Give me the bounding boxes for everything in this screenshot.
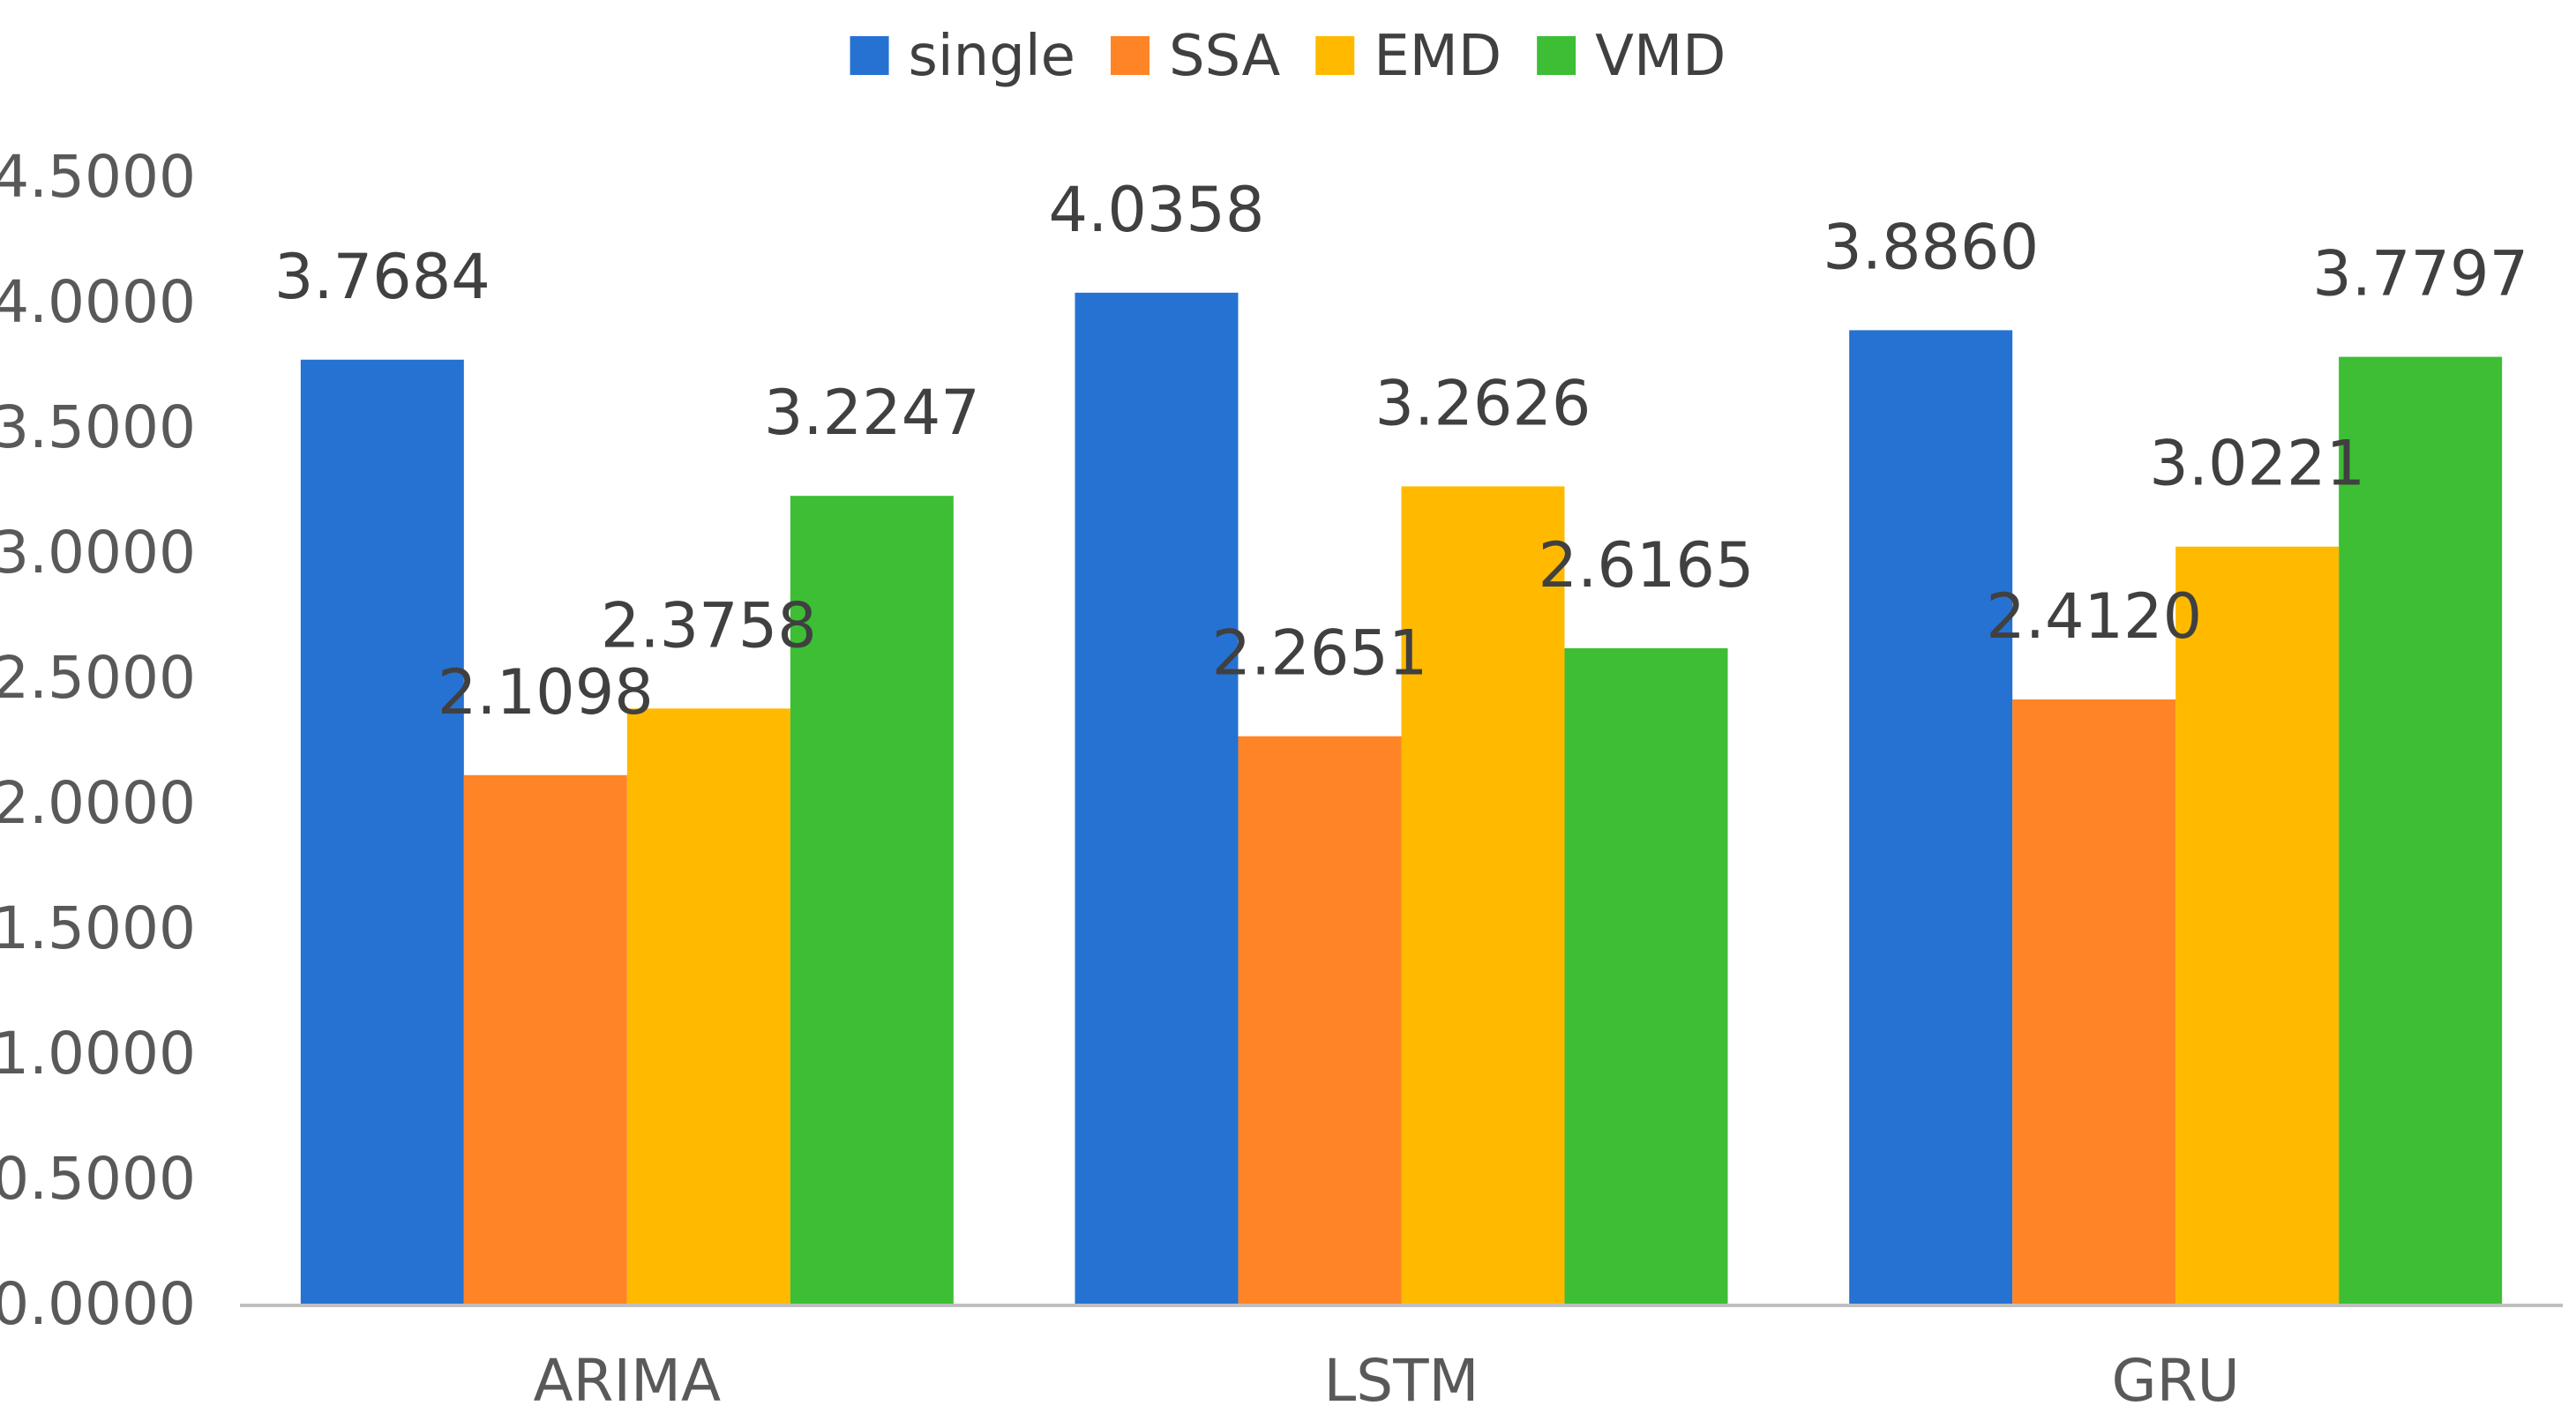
data-label: 3.0221	[2149, 428, 2365, 500]
y-tick-label: 4.5000	[0, 143, 196, 211]
y-axis: 0.0000 0.5000 1.0000 1.5000 2.0000 2.5000 3.00…	[0, 143, 196, 1338]
bar-vmd-gru	[2339, 356, 2503, 1304]
bar-emd-gru	[2175, 546, 2340, 1304]
legend-swatch	[1111, 36, 1150, 75]
y-tick-label: 4.0000	[0, 268, 196, 336]
bar-emd-lstm	[1401, 486, 1565, 1304]
x-tick-label: GRU	[2112, 1347, 2240, 1415]
data-label: 2.6165	[1539, 529, 1755, 602]
data-label: 3.7684	[274, 241, 490, 313]
y-tick-label: 2.0000	[0, 769, 196, 837]
legend-item-ssa: SSA	[1111, 24, 1280, 89]
y-tick-label: 2.5000	[0, 644, 196, 712]
x-tick-label: LSTM	[1324, 1347, 1479, 1415]
x-tick-label: ARIMA	[534, 1347, 722, 1415]
bar-single-gru	[1849, 330, 2013, 1305]
bar-ssa-gru	[2012, 699, 2176, 1304]
legend-label: SSA	[1169, 24, 1280, 89]
data-label: 3.2247	[764, 377, 980, 449]
bar-ssa-arima	[463, 774, 627, 1304]
legend-item-emd: EMD	[1315, 24, 1501, 89]
data-label: 2.4120	[1986, 580, 2202, 653]
data-label: 3.2626	[1375, 367, 1591, 439]
data-label: 2.1098	[438, 656, 654, 729]
y-tick-label: 0.0000	[0, 1270, 196, 1338]
bar-ssa-lstm	[1238, 736, 1402, 1304]
legend-swatch	[1537, 36, 1576, 75]
bar-vmd-lstm	[1564, 647, 1728, 1304]
legend: single SSA EMD VMD	[850, 24, 1726, 89]
y-tick-label: 0.5000	[0, 1145, 196, 1213]
legend-swatch	[1315, 36, 1355, 75]
data-label: 3.7797	[2312, 238, 2528, 310]
bars	[300, 292, 2503, 1305]
y-tick-label: 1.5000	[0, 894, 196, 962]
legend-swatch	[850, 36, 889, 75]
legend-label: EMD	[1374, 24, 1501, 89]
bar-single-lstm	[1075, 292, 1239, 1305]
data-label: 4.0358	[1049, 174, 1265, 246]
data-label: 3.8860	[1823, 211, 2039, 283]
legend-label: single	[909, 24, 1075, 89]
y-tick-label: 1.0000	[0, 1020, 196, 1088]
bar-single-arima	[300, 359, 464, 1304]
legend-item-vmd: VMD	[1537, 24, 1726, 89]
y-tick-label: 3.0000	[0, 519, 196, 587]
x-axis: ARIMA LSTM GRU	[534, 1347, 2240, 1415]
legend-label: VMD	[1595, 24, 1726, 89]
y-tick-label: 3.5000	[0, 393, 196, 461]
bar-vmd-arima	[790, 496, 954, 1304]
data-label: 2.3758	[601, 589, 817, 662]
data-label: 2.2651	[1212, 617, 1428, 690]
legend-item-single: single	[850, 24, 1075, 89]
bar-emd-arima	[626, 708, 790, 1304]
